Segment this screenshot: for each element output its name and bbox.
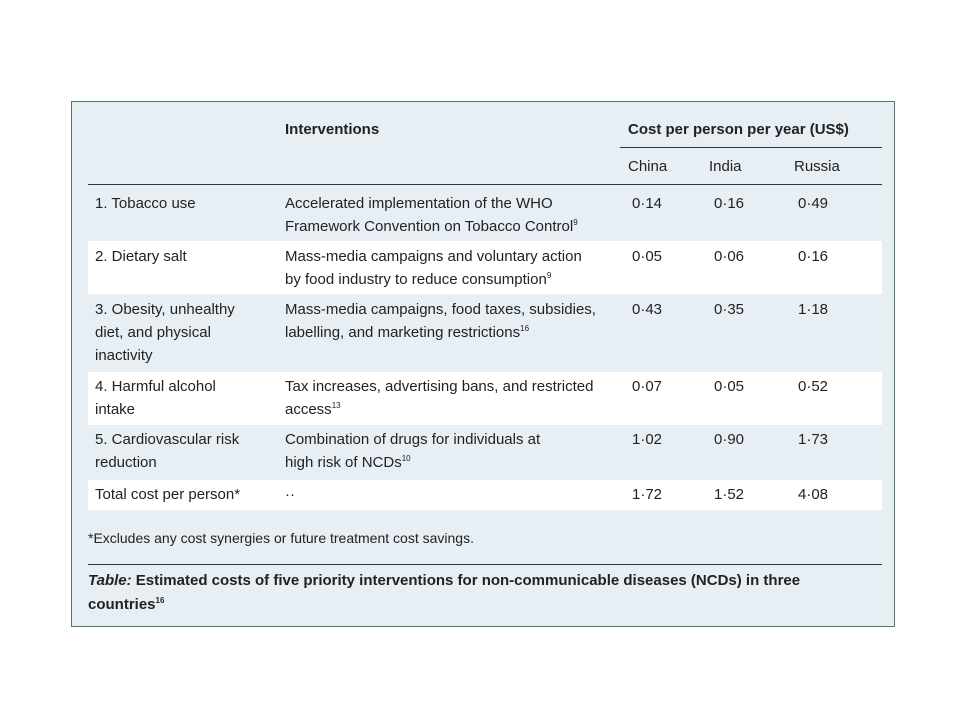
country-header-china: China: [628, 158, 668, 175]
value-russia: 0·52: [798, 378, 829, 395]
value-russia: 0·49: [798, 195, 829, 212]
value-china: 0·05: [632, 248, 663, 265]
table-caption: Table: Estimated costs of five priority …: [88, 569, 848, 617]
value-russia: 4·08: [798, 486, 829, 503]
risk-factor-cell: 4. Harmful alcohol intake: [95, 378, 216, 418]
reference-mark: 10: [401, 454, 411, 463]
reference-mark: 9: [573, 218, 578, 227]
value-china: 1·72: [632, 486, 663, 503]
risk-factor-cell: 5. Cardiovascular risk reduction: [95, 431, 240, 471]
intervention-cell: ··: [285, 486, 295, 503]
intervention-cell: Mass-media campaigns and voluntary actio…: [285, 248, 582, 288]
country-header-russia: Russia: [794, 158, 840, 175]
value-china: 0·14: [632, 195, 663, 212]
value-china: 0·07: [632, 378, 663, 395]
risk-factor-cell: 1. Tobacco use: [95, 195, 196, 212]
value-india: 0·06: [714, 248, 745, 265]
value-india: 0·16: [714, 195, 745, 212]
value-india: 1·52: [714, 486, 745, 503]
reference-mark: 16: [155, 596, 165, 605]
reference-mark: 16: [520, 324, 530, 333]
value-china: 0·43: [632, 301, 663, 318]
total-label-cell: Total cost per person*: [95, 486, 241, 503]
caption-rule: [88, 564, 882, 565]
value-russia: 1·73: [798, 431, 829, 448]
value-russia: 0·16: [798, 248, 829, 265]
risk-factor-cell: 2. Dietary salt: [95, 248, 187, 265]
value-russia: 1·18: [798, 301, 829, 318]
intervention-cell: Combination of drugs for individuals at h…: [285, 431, 541, 471]
table-panel: Interventions Cost per person per year (…: [71, 101, 895, 627]
value-india: 0·05: [714, 378, 745, 395]
row-band: [88, 372, 882, 425]
caption-text: Estimated costs of five priority interve…: [88, 572, 801, 613]
caption-label: Table:: [88, 572, 132, 589]
header-rule: [88, 184, 882, 185]
intervention-cell: Mass-media campaigns, food taxes, subsid…: [285, 301, 596, 341]
country-header-india: India: [709, 158, 742, 175]
interventions-header: Interventions: [285, 121, 380, 138]
value-india: 0·90: [714, 431, 745, 448]
risk-factor-cell: 3. Obesity, unhealthy diet, and physical i…: [95, 301, 235, 364]
row-band: [88, 480, 882, 510]
intervention-cell: Accelerated implementation of the WHO Fra…: [285, 195, 578, 235]
row-band: [88, 241, 882, 294]
intervention-cell: Tax increases, advertising bans, and res…: [285, 378, 594, 418]
reference-mark: 13: [331, 401, 341, 410]
value-china: 1·02: [632, 431, 663, 448]
reference-mark: 9: [546, 271, 552, 280]
value-india: 0·35: [714, 301, 745, 318]
cost-group-rule: [620, 147, 882, 148]
cost-group-header: Cost per person per year (US$): [628, 121, 849, 138]
table-footnote: *Excludes any cost synergies or future t…: [88, 530, 474, 546]
